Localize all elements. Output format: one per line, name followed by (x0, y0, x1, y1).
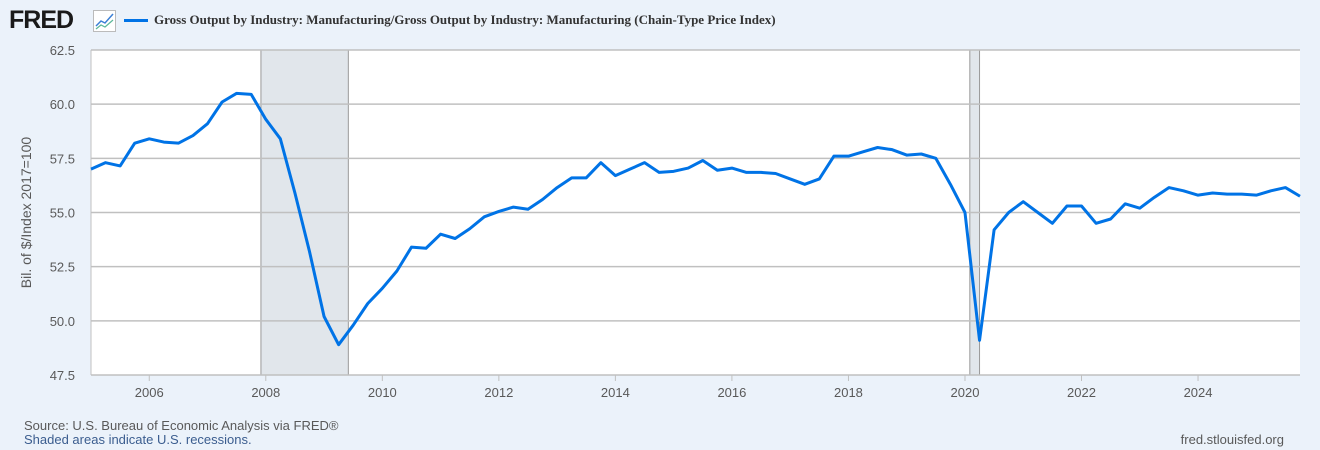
source-note: Source: U.S. Bureau of Economic Analysis… (24, 418, 339, 433)
x-tick-label: 2024 (1184, 385, 1213, 400)
site-url[interactable]: fred.stlouisfed.org (1180, 432, 1284, 447)
y-tick-label: 50.0 (50, 314, 75, 329)
recession-note: Shaded areas indicate U.S. recessions. (24, 432, 252, 447)
y-tick-label: 57.5 (50, 151, 75, 166)
y-tick-label: 47.5 (50, 368, 75, 383)
x-tick-label: 2016 (717, 385, 746, 400)
fred-logo[interactable]: FRED (9, 6, 74, 34)
x-tick-label: 2010 (368, 385, 397, 400)
x-tick-label: 2022 (1067, 385, 1096, 400)
legend-label: Gross Output by Industry: Manufacturing/… (154, 12, 776, 27)
x-tick-label: 2008 (251, 385, 280, 400)
x-tick-label: 2018 (834, 385, 863, 400)
y-tick-label: 52.5 (50, 260, 75, 275)
x-tick-label: 2014 (601, 385, 630, 400)
x-tick-label: 2020 (951, 385, 980, 400)
line-chart-icon[interactable] (93, 10, 116, 32)
legend-swatch (124, 18, 148, 22)
y-tick-label: 60.0 (50, 97, 75, 112)
y-axis-label: Bil. of $/Index 2017=100 (18, 137, 34, 289)
y-tick-label: 62.5 (50, 43, 75, 58)
x-tick-label: 2006 (135, 385, 164, 400)
y-tick-label: 55.0 (50, 206, 75, 221)
series-line (90, 91, 1301, 347)
x-tick-label: 2012 (484, 385, 513, 400)
legend: Gross Output by Industry: Manufacturing/… (124, 12, 776, 28)
line-chart: 47.5 50.0 52.5 55.0 57.5 60.0 62.5 2006 2008 2010… (18, 43, 1301, 400)
